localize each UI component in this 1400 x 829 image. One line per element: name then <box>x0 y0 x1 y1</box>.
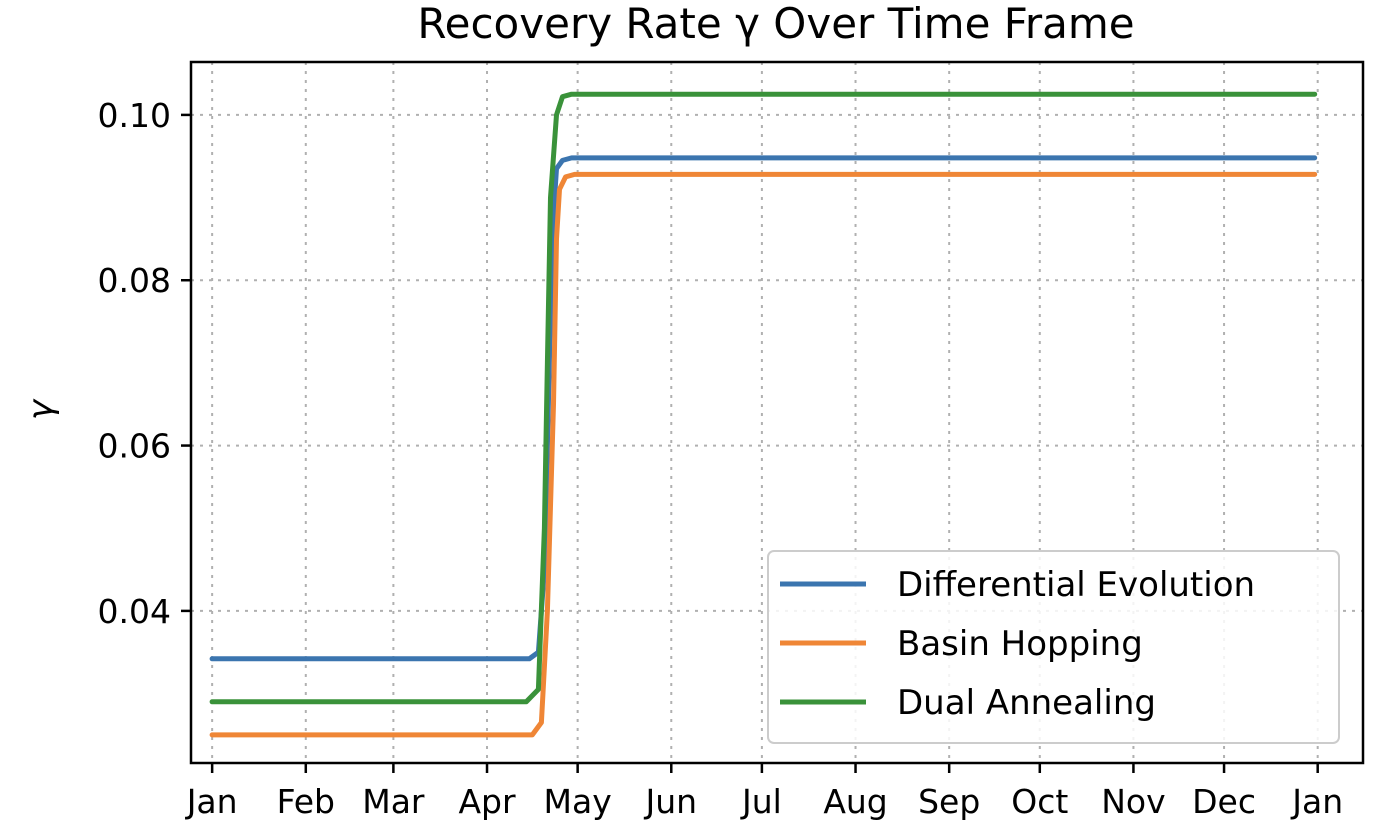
x-tick-label: Jan <box>1290 782 1343 821</box>
legend: Differential Evolution Basin Hopping Dual … <box>767 550 1340 744</box>
x-tick-label: Sep <box>918 782 980 821</box>
x-tick-label: Apr <box>458 782 516 821</box>
legend-entry-label: Differential Evolution <box>897 565 1255 605</box>
series-lines <box>209 91 1318 738</box>
x-tick-label: Feb <box>277 782 335 821</box>
x-tick-label: Jan <box>185 782 238 821</box>
series-line-dual-annealing <box>209 91 1318 705</box>
chart-title: Recovery Rate γ Over Time Frame <box>417 0 1134 48</box>
x-tick-label: Jul <box>740 782 782 821</box>
x-tick-label: Mar <box>362 782 425 821</box>
y-tick-label: 0.10 <box>98 96 171 135</box>
axis-ticks: Jan Feb Mar Apr May Jun Jul Aug Sep Oct Nov Dec Jan 0… <box>98 96 1344 821</box>
plot-frame <box>189 60 1365 765</box>
x-tick-label: Oct <box>1011 782 1068 821</box>
x-tick-label: Nov <box>1101 782 1165 821</box>
x-tick-label: May <box>544 782 612 821</box>
legend-entry-label: Basin Hopping <box>897 624 1143 664</box>
x-tick-label: Aug <box>823 782 887 821</box>
legend-box <box>767 550 1340 744</box>
y-tick-label: 0.08 <box>98 261 171 300</box>
series-line-basin-hopping <box>209 171 1318 738</box>
y-axis-label: γ <box>21 398 61 420</box>
y-tick-label: 0.06 <box>98 427 171 466</box>
x-tick-label: Jun <box>643 782 697 821</box>
x-tick-label: Dec <box>1192 782 1256 821</box>
y-tick-label: 0.04 <box>98 592 171 631</box>
legend-entry-label: Dual Annealing <box>897 683 1156 723</box>
